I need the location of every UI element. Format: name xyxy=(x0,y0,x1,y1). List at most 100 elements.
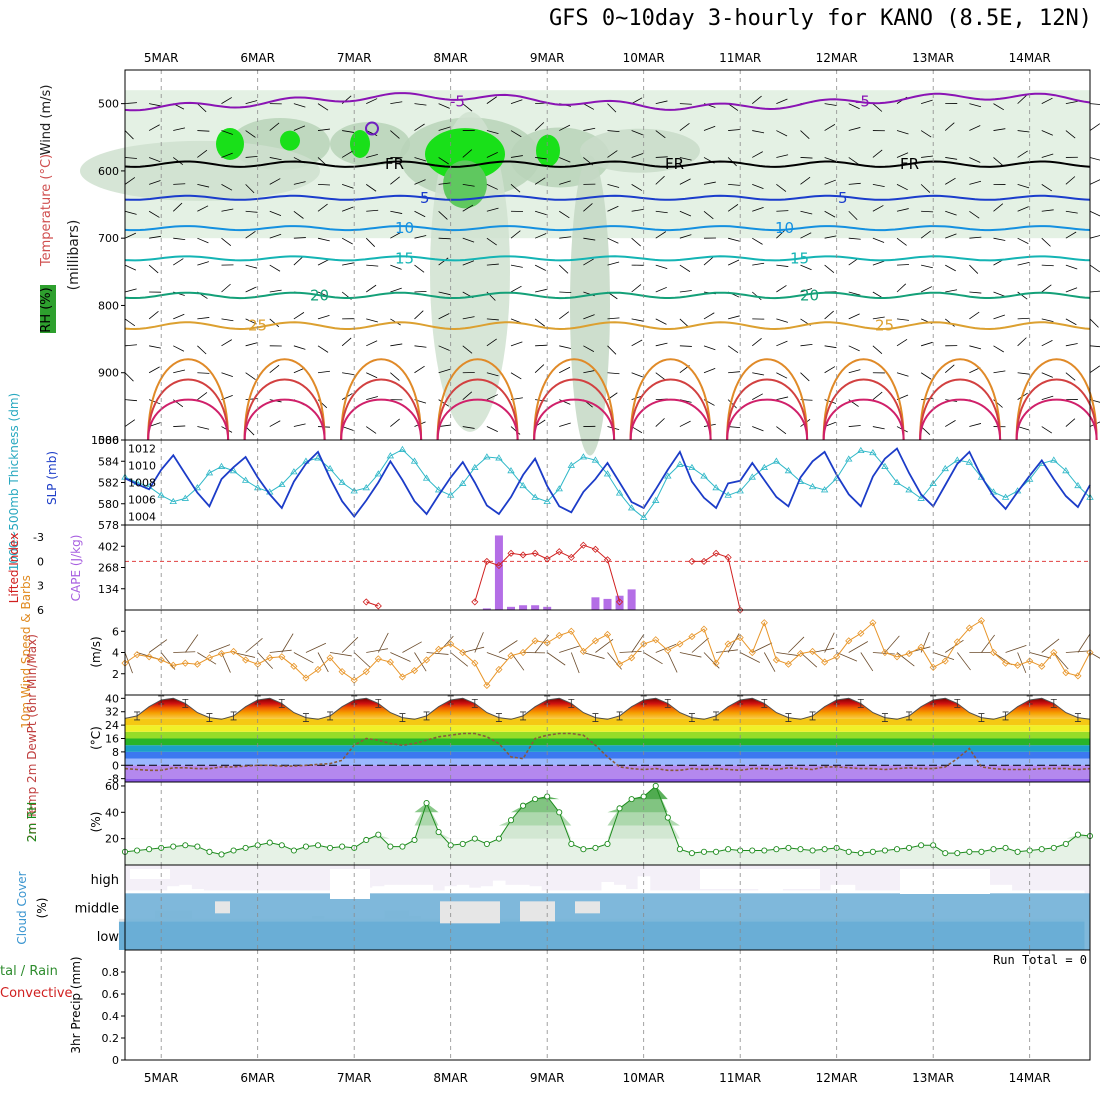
wind-barb xyxy=(148,210,160,218)
wind-barb xyxy=(607,372,620,375)
wind10m-point xyxy=(603,630,612,639)
wind-barb xyxy=(1089,210,1100,217)
dewpt-line xyxy=(124,732,1091,772)
thickness-point xyxy=(627,504,636,511)
wind-barb xyxy=(197,317,210,320)
wind-barb xyxy=(969,210,980,219)
wind-barb xyxy=(462,103,473,112)
wind-barb xyxy=(341,237,353,245)
wind10m-barb xyxy=(341,636,359,653)
wind-barb xyxy=(438,424,451,427)
li-tick-label: 0 xyxy=(37,555,44,568)
wind-barb xyxy=(944,364,955,374)
temp-minmax-bar xyxy=(302,713,309,722)
wind-barb xyxy=(776,154,789,158)
date-label-bottom: 7MAR xyxy=(337,1071,372,1085)
cloud-bar xyxy=(275,890,289,894)
thickness-point xyxy=(422,474,431,481)
wind-barb xyxy=(896,283,907,293)
wind-barb xyxy=(1065,231,1077,239)
slp-axis-label: SLP (mb) xyxy=(45,451,59,505)
wind-barb xyxy=(1065,418,1076,427)
wind-barb xyxy=(824,399,837,404)
wind-barb xyxy=(631,318,644,322)
wind-barb xyxy=(510,264,523,268)
date-label-top: 9MAR xyxy=(530,51,565,65)
wind-barb xyxy=(534,233,547,239)
isotherm-loop xyxy=(1015,378,1098,441)
wind-barb xyxy=(607,317,620,320)
cloud-bar xyxy=(842,884,856,894)
temp-color-band xyxy=(125,738,1090,746)
cloud-bar xyxy=(299,890,313,894)
date-label-bottom: 13MAR xyxy=(912,1071,954,1085)
upper-wind-label: Wind (m/s) xyxy=(39,85,54,156)
cloud-bar xyxy=(203,890,216,894)
rh-point xyxy=(604,840,611,847)
wind-barb xyxy=(655,418,665,427)
wind-barb xyxy=(896,338,908,347)
wind10m-barb xyxy=(293,652,314,664)
cloud-bar xyxy=(770,884,783,894)
wind10m-barb xyxy=(1041,638,1060,653)
wind-barb xyxy=(679,345,692,347)
wind-barb xyxy=(173,127,186,131)
wind-barb xyxy=(583,127,596,131)
wind-barb xyxy=(872,345,883,354)
wind-barb xyxy=(1041,130,1053,136)
wind-barb xyxy=(1089,365,1100,374)
wind-barb xyxy=(703,368,716,374)
wind10m-point xyxy=(1074,672,1082,680)
wind-barb xyxy=(535,210,547,216)
wind-barb xyxy=(462,149,473,158)
temp-tick-label: 40 xyxy=(105,692,119,705)
thickness-point xyxy=(652,496,660,503)
wind-barb xyxy=(486,237,497,246)
cloud-bar xyxy=(311,890,325,894)
wind-barb xyxy=(148,399,161,405)
wind-barb xyxy=(438,103,450,109)
wind-barb xyxy=(945,420,956,427)
wind-barb xyxy=(945,177,956,185)
rh-point xyxy=(713,848,720,855)
cloud-bar xyxy=(227,890,241,894)
wind-barb xyxy=(486,426,498,432)
wind10m-point xyxy=(760,619,768,627)
wind-barb xyxy=(414,264,425,273)
temp-minmax-bar xyxy=(182,698,189,708)
wind-barb xyxy=(752,237,763,245)
wind-barb xyxy=(438,345,450,351)
temp-color-band xyxy=(125,778,1090,782)
thickness-point xyxy=(169,497,177,505)
cloud-bar xyxy=(854,890,868,894)
li-tick-label: 3 xyxy=(37,580,44,593)
thickness-point xyxy=(615,489,624,496)
wind-barb xyxy=(221,130,233,135)
isotherm-label: 20 xyxy=(310,286,329,304)
rh-point xyxy=(146,846,153,853)
isotherm-label: FR xyxy=(665,155,684,173)
isotherm-loop xyxy=(436,358,519,441)
cloud-bar xyxy=(710,890,723,894)
isotherm-loop xyxy=(147,398,230,441)
cloud-bar xyxy=(878,890,892,894)
wind-barb xyxy=(607,103,617,113)
wind10m-point xyxy=(1001,659,1010,667)
wind10m-barb xyxy=(1017,652,1027,674)
wind-barb xyxy=(462,391,473,400)
cloud-high-gap xyxy=(330,869,370,899)
wind-barb xyxy=(920,230,931,239)
wind-barb xyxy=(245,398,258,401)
wind10m-point xyxy=(531,637,539,645)
wind-barb xyxy=(655,210,668,214)
wind-barb xyxy=(728,129,741,131)
wind-tick-label: 4 xyxy=(112,647,119,660)
rh-point xyxy=(700,848,708,855)
rh-point xyxy=(664,814,671,821)
wind10m-barb xyxy=(329,652,352,657)
wind-barb xyxy=(752,426,764,432)
thickness-point xyxy=(724,491,732,498)
wind-barb xyxy=(776,372,788,379)
wind-barb xyxy=(607,261,620,266)
wind10m-barb xyxy=(148,639,168,653)
